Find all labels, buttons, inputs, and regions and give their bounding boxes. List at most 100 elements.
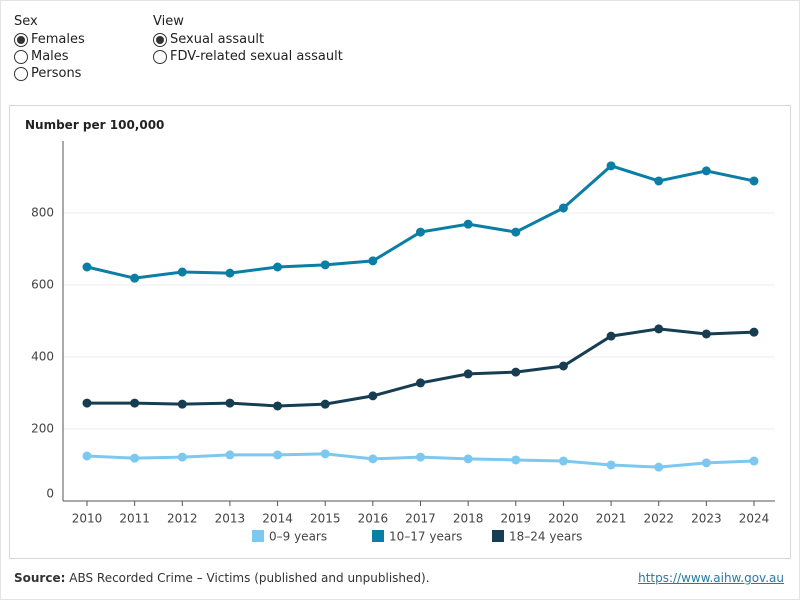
radio-button[interactable] [153,49,167,64]
point [606,161,616,171]
point [320,449,330,459]
y-axis-label: Number per 100,000 [25,118,164,132]
x-tick-label: 2023 [691,512,722,526]
x-tick-label: 2017 [405,512,436,526]
legend-swatch [252,530,264,542]
point [416,378,425,388]
point [130,273,140,283]
chart: Number per 100,000 0 200 400 600 800 2010 2011… [25,118,775,544]
point [606,331,616,341]
point [82,262,92,272]
point [558,203,568,213]
point [177,399,187,409]
legend-swatch [492,530,504,542]
view-filter: View Sexual assault FDV-related sexual ass… [153,14,343,65]
option-label: Females [31,32,85,47]
point [320,260,330,270]
x-tick-label: 2010 [72,512,103,526]
point [130,398,140,408]
point [320,399,330,409]
point [511,367,521,377]
option-label: Persons [31,66,82,81]
option-label: Sexual assault [170,32,265,47]
x-tick-label: 2011 [119,512,150,526]
filter-label: Sex [14,14,38,29]
radio-button[interactable] [153,32,167,47]
x-tick-label: 2020 [548,512,579,526]
radio-option[interactable]: Males [14,48,85,65]
y-tick-label: 400 [31,350,54,364]
point [130,453,140,463]
y-tick-label: 800 [31,206,54,220]
point [416,227,425,237]
point [654,324,664,334]
option-label: FDV-related sexual assault [170,49,343,64]
x-tick-label: 2014 [262,512,293,526]
point [511,455,521,465]
radio-option[interactable]: FDV-related sexual assault [153,48,343,65]
point [511,227,521,237]
point [273,262,283,272]
point [225,268,235,278]
point [701,166,711,176]
x-tick-label: 2022 [643,512,674,526]
legend-label: 18–24 years [509,530,582,544]
y-tick-label: 200 [31,422,54,436]
point [749,176,759,186]
point [654,462,664,472]
x-tick-label: 2024 [739,512,770,526]
x-tick-label: 2021 [596,512,627,526]
chart-panel: Number per 100,000 0 200 400 600 800 2010 2011… [9,105,791,559]
point [606,460,616,470]
y-tick-label: 0 [46,487,54,501]
x-tick-label: 2013 [215,512,246,526]
line [86,164,755,280]
sex-filter: Sex Females Males Persons [14,14,85,82]
point [82,451,92,461]
source-text: ABS Recorded Crime – Victims (published … [69,571,430,585]
point [463,219,473,229]
source-label: Source: [14,571,66,585]
point [82,398,92,408]
x-tick-label: 2012 [167,512,198,526]
point [654,176,664,186]
point [701,458,711,468]
x-tick-label: 2015 [310,512,341,526]
point [273,401,283,411]
radio-option[interactable]: Persons [14,65,85,82]
legend-label: 10–17 years [389,530,462,544]
point [463,454,473,464]
y-tick-label: 600 [31,278,54,292]
point [749,456,759,466]
point [416,452,425,462]
point [177,452,187,462]
radio-option[interactable]: Females [14,31,85,48]
point [225,450,235,460]
option-label: Males [31,49,69,64]
point [701,329,711,339]
radio-button[interactable] [14,66,28,81]
line [87,327,755,408]
x-tick-label: 2016 [358,512,389,526]
point [177,267,187,277]
point [368,454,378,464]
x-tick-label: 2019 [501,512,532,526]
point [368,256,378,266]
filter-label: View [153,14,184,29]
radio-button[interactable] [14,32,28,47]
radio-option[interactable]: Sexual assault [153,31,343,48]
point [225,398,235,408]
point [273,450,283,460]
point [558,361,568,371]
point [749,327,759,337]
point [463,369,473,379]
x-tick-label: 2018 [453,512,484,526]
legend-swatch [372,530,384,542]
radio-button[interactable] [14,49,28,64]
point [368,391,378,401]
legend-label: 0–9 years [269,530,327,544]
source: Source: ABS Recorded Crime – Victims (pu… [14,571,430,585]
source-link[interactable]: https://www.aihw.gov.au [638,571,784,585]
point [558,456,568,466]
